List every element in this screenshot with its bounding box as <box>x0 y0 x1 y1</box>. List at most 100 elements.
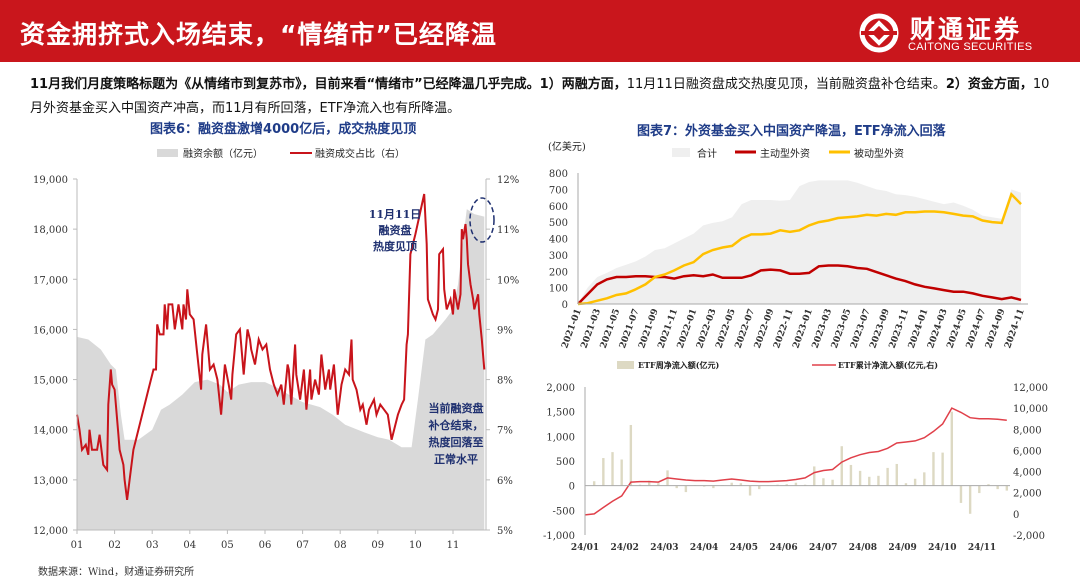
x-tick-label: 06 <box>259 540 272 551</box>
etf-weekly-bar <box>987 484 990 486</box>
etf-weekly-bar <box>978 485 981 494</box>
y-tick-label: 19,000 <box>33 175 68 186</box>
y-tick-label: 200 <box>549 267 568 278</box>
etf-weekly-bar <box>675 485 678 489</box>
etf-weekly-bar <box>849 464 853 486</box>
legend-label-total: 合计 <box>697 147 717 160</box>
etf-weekly-bar <box>620 459 623 486</box>
legend-swatch-balance <box>157 149 178 157</box>
summary-part-2: 11月11日融资盘成交热度见顶，当前融资盘补仓结束。 <box>626 77 946 92</box>
etf-weekly-bar <box>950 411 953 486</box>
etf-weekly-bar <box>858 470 862 486</box>
logo-text-en: CAITONG SECURITIES <box>908 41 1033 53</box>
etf-weekly-bar <box>611 452 614 486</box>
etf-weekly-bar <box>712 485 715 489</box>
etf-weekly-bar <box>629 424 633 486</box>
x-tick-label: 10 <box>409 540 422 551</box>
annotation-line: 热度回落至 <box>429 435 484 449</box>
etf-weekly-bar <box>840 446 843 486</box>
legend-label-passive: 被动型外资 <box>854 147 904 160</box>
annotation-line: 11月11日 <box>369 208 422 221</box>
y-tick-label: 500 <box>556 457 575 468</box>
etf-weekly-bar <box>794 482 798 486</box>
y2-tick-label: 10,000 <box>1013 404 1048 415</box>
annotation-line: 热度见顶 <box>373 239 417 253</box>
annotation-line: 融资盘 <box>379 223 412 237</box>
y2-tick-label: 12% <box>497 175 519 186</box>
x-tick-label: 24/03 <box>650 543 678 553</box>
etf-weekly-bar <box>941 452 944 486</box>
y-tick-label: 1,500 <box>546 408 575 419</box>
etf-weekly-bar <box>831 479 834 486</box>
x-tick-label: 2024-11 <box>1003 308 1027 350</box>
data-source: 数据来源：Wind，财通证券研究所 <box>38 567 195 578</box>
etf-weekly-bar <box>602 458 605 486</box>
summary-part-4: 10月外资基金买入中国资产冲高，而11月有所回落，ETF净流入也有所降温。 <box>30 77 1050 116</box>
x-tick-label: 24/01 <box>571 543 599 553</box>
x-tick-label: 05 <box>221 540 234 551</box>
active-foreign-line <box>577 264 1022 305</box>
y2-tick-label: 9% <box>497 325 513 336</box>
y-tick-label: 800 <box>549 169 568 180</box>
etf-weekly-bar <box>932 452 935 486</box>
annotation-line: 正常水平 <box>434 452 478 466</box>
y-tick-label: 17,000 <box>33 275 68 286</box>
fig6-title: 图表6：融资盘激增4000亿后，成交热度见顶 <box>150 122 417 137</box>
x-tick-label: 11 <box>447 540 460 551</box>
y-tick-label: 1,000 <box>546 432 575 443</box>
y-tick-label: 14,000 <box>33 426 68 437</box>
etf-weekly-bar <box>877 475 880 486</box>
y-tick-label: 300 <box>549 251 568 262</box>
passive-foreign-line <box>577 191 1022 306</box>
caitong-emblem-icon <box>859 13 899 53</box>
header-bar: 资金拥挤式入场结束，“情绪市”已经降温 财通证券 CAITONG SECURIT… <box>0 0 1080 62</box>
unit-label: (亿美元) <box>548 140 586 153</box>
etf-weekly-bar <box>913 478 917 486</box>
y-tick-label: 12,000 <box>33 526 68 537</box>
fig7-title: 图表7：外资基金买入中国资产降温，ETF净流入回落 <box>637 124 946 139</box>
y2-tick-label: 12,000 <box>1013 383 1048 394</box>
x-tick-label: 24/05 <box>730 543 758 553</box>
y-tick-label: 100 <box>549 284 568 295</box>
y2-tick-label: 7% <box>497 426 513 437</box>
x-tick-label: 24/07 <box>809 543 837 553</box>
ratio-line <box>76 193 486 501</box>
legend-swatch-etf-weekly <box>617 361 634 369</box>
y2-tick-label: 0 <box>1013 510 1019 521</box>
etf-cumulative-line <box>584 407 1007 516</box>
y-tick-label: -500 <box>553 506 575 517</box>
y2-tick-label: -2,000 <box>1013 531 1045 542</box>
y-tick-label: 13,000 <box>33 476 68 487</box>
etf-weekly-bar <box>758 485 761 490</box>
etf-weekly-bar <box>657 483 660 486</box>
y-tick-label: 0 <box>562 300 568 311</box>
x-tick-label: 24/11 <box>968 543 996 553</box>
etf-weekly-bar <box>923 472 926 486</box>
annotation-line: 当前融资盘 <box>429 401 484 415</box>
y-tick-label: 16,000 <box>33 325 68 336</box>
etf-weekly-bar <box>684 485 688 493</box>
y2-tick-label: 5% <box>497 526 513 537</box>
x-tick-label: 24/02 <box>611 543 639 553</box>
y2-tick-label: 10% <box>497 275 519 286</box>
x-tick-label: 07 <box>296 540 309 551</box>
y2-tick-label: 11% <box>497 225 519 236</box>
y2-tick-label: 8,000 <box>1013 425 1042 436</box>
y-tick-label: 18,000 <box>33 225 68 236</box>
legend-label-balance: 融资余额（亿元） <box>183 147 263 160</box>
x-tick-label: 24/10 <box>928 543 956 553</box>
y2-tick-label: 8% <box>497 376 513 387</box>
legend-label-etf-cum: ETF累计净流入额(亿元,右) <box>838 360 938 370</box>
annotation-line: 补仓结束， <box>428 418 484 432</box>
x-tick-label: 24/08 <box>849 543 877 553</box>
summary-part-1: 11月我们月度策略标题为《从情绪市到复苏市》，目前来看“情绪市”已经降温几乎完成… <box>30 77 627 92</box>
logo-text-cn: 财通证券 <box>910 15 1023 44</box>
etf-weekly-bar <box>592 481 596 486</box>
etf-weekly-bar <box>886 467 889 486</box>
x-tick-label: 03 <box>146 540 159 551</box>
y-tick-label: -1,000 <box>543 531 575 542</box>
x-tick-label: 08 <box>334 540 347 551</box>
etf-weekly-bar <box>1005 485 1009 491</box>
x-tick-label: 24/06 <box>769 543 797 553</box>
